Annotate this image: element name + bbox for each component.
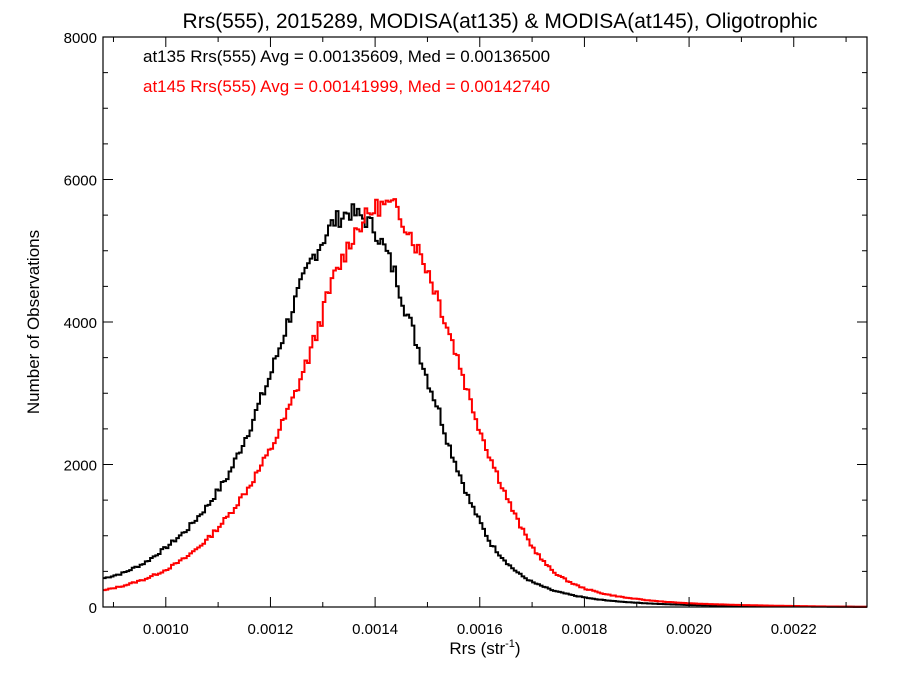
y-tick-label: 6000 (64, 173, 97, 190)
x-tick-label: 0.0010 (143, 621, 189, 638)
annotation-at145: at145 Rrs(555) Avg = 0.00141999, Med = 0… (143, 77, 550, 96)
plot-area: 0.0010 0.0012 0.0014 0.0016 0.0018 0.0020 0.00… (64, 30, 868, 638)
x-axis-label: Rrs (str-1) (449, 638, 520, 658)
y-tick-label: 0 (89, 600, 97, 617)
x-tick-label: 0.0016 (457, 621, 503, 638)
tick-layer: 0.0010 0.0012 0.0014 0.0016 0.0018 0.0020 0.00… (64, 30, 867, 638)
x-tick-label: 0.0020 (666, 621, 712, 638)
plot-frame (102, 36, 868, 608)
x-tick-label: 0.0018 (561, 621, 607, 638)
series-1-line (103, 198, 867, 608)
y-axis-label: Number of Observations (24, 230, 43, 414)
y-tick-label: 8000 (64, 30, 97, 47)
annotation-at135: at135 Rrs(555) Avg = 0.00135609, Med = 0… (143, 47, 550, 66)
series-0-line (103, 203, 867, 608)
x-axis-label-main: Rrs (str (449, 639, 505, 658)
x-axis-label-close: ) (515, 639, 521, 658)
x-tick-label: 0.0012 (248, 621, 294, 638)
x-tick-label: 0.0022 (771, 621, 817, 638)
chart-title: Rrs(555), 2015289, MODISA(at135) & MODIS… (183, 10, 818, 33)
x-tick-label: 0.0014 (352, 621, 398, 638)
series-layer (103, 198, 867, 608)
x-axis-label-sup: -1 (505, 638, 515, 650)
y-tick-label: 4000 (64, 315, 97, 332)
y-tick-label: 2000 (64, 458, 97, 475)
